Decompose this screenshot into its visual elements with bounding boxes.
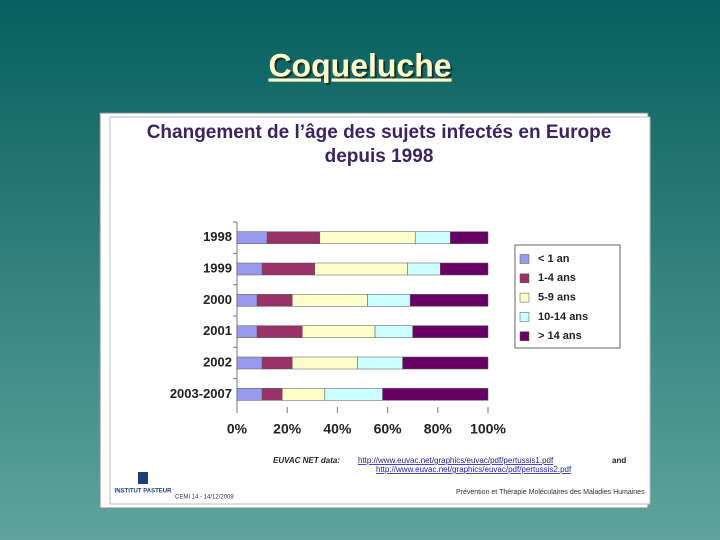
bar-segment xyxy=(281,388,326,401)
y-tick-label: 2003-2007 xyxy=(170,386,232,401)
legend-label: < 1 an xyxy=(538,253,570,265)
x-tick-label: 0% xyxy=(227,421,248,437)
slide-title: Coqueluche xyxy=(268,47,451,83)
x-tick-label: 100% xyxy=(470,421,506,437)
bar-segment xyxy=(367,294,411,307)
legend-label: > 14 ans xyxy=(538,330,582,342)
y-tick-label: 1999 xyxy=(203,260,232,275)
bar-segment xyxy=(374,325,413,338)
bar-segment xyxy=(256,294,293,307)
slide-title-shadow: Coqueluche xyxy=(270,49,453,85)
legend-swatch xyxy=(519,331,530,341)
bar-segment xyxy=(440,262,489,276)
bar-segment xyxy=(236,294,258,307)
y-tick-label: 2000 xyxy=(203,292,232,307)
legend-label: 10-14 ans xyxy=(538,311,588,323)
bar-segment xyxy=(256,325,303,338)
bar-segment xyxy=(319,231,416,244)
bar-segment xyxy=(236,262,263,276)
bar-segment xyxy=(450,231,489,244)
bar-segment xyxy=(266,231,321,244)
bar-segment xyxy=(291,356,358,370)
source-and: and xyxy=(612,456,626,465)
bar-segment xyxy=(302,325,376,338)
legend-swatch xyxy=(519,292,530,303)
legend-box xyxy=(514,244,621,349)
y-tick-label: 1998 xyxy=(203,229,232,244)
y-tick-label: 2001 xyxy=(203,323,232,338)
x-tick-label: 80% xyxy=(424,421,453,437)
bar-segment xyxy=(409,294,489,307)
bar-segment xyxy=(261,388,283,401)
bar-segment xyxy=(261,356,293,370)
legend-label: 5-9 ans xyxy=(538,292,576,304)
bar-segment xyxy=(236,388,263,401)
legend-label: 1-4 ans xyxy=(538,272,576,284)
bar-segment xyxy=(357,356,403,370)
bar-segment xyxy=(261,262,316,276)
source-label: EUVAC NET data: xyxy=(273,456,340,465)
bar-segment xyxy=(291,294,368,307)
source-link[interactable]: http://www.euvac.net/graphics/euvac/pdf/… xyxy=(358,456,554,465)
bar-segment xyxy=(236,231,268,244)
legend-swatch xyxy=(519,254,530,264)
bar-segment xyxy=(314,262,408,276)
footer-left: CEMI 14 - 14/12/2009 xyxy=(175,495,234,501)
bar-segment xyxy=(236,325,258,338)
x-tick-label: 40% xyxy=(323,421,352,437)
bar-segment xyxy=(414,231,451,244)
source-link[interactable]: http://www.euvac.net/graphics/euvac/pdf/… xyxy=(376,465,572,474)
logo-mark xyxy=(138,472,148,484)
footer-right: Prévention et Thérapie Moléculaires des … xyxy=(456,489,645,496)
x-tick-label: 60% xyxy=(374,421,403,437)
bar-segment xyxy=(236,356,263,370)
legend-swatch xyxy=(519,273,530,284)
bar-segment xyxy=(382,388,489,401)
bar-segment xyxy=(412,325,489,338)
bar-segment xyxy=(407,262,441,276)
legend-swatch xyxy=(519,312,530,322)
y-tick-label: 2002 xyxy=(203,354,232,369)
bar-segment xyxy=(402,356,489,370)
logo-text: INSTITUT PASTEUR xyxy=(115,489,173,495)
bar-segment xyxy=(324,388,383,401)
chart-title: Changement de l’âge des sujets infectés … xyxy=(146,122,612,167)
x-tick-label: 20% xyxy=(273,421,302,437)
